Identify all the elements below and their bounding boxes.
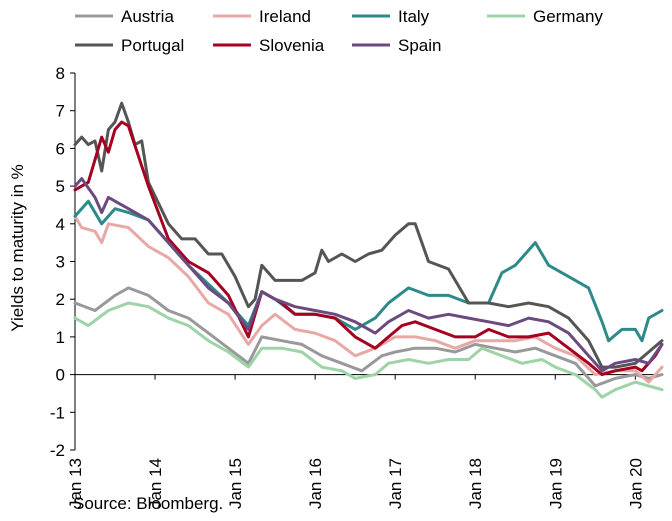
y-tick-label: 7	[56, 102, 65, 121]
series-line-slovenia	[73, 120, 664, 377]
x-tick-label: Jan 18	[466, 458, 485, 509]
y-tick-label: 5	[56, 177, 65, 196]
y-tick-label: 6	[56, 139, 65, 158]
plot-area	[73, 101, 664, 399]
series-line-germany	[73, 301, 664, 399]
legend-label: Austria	[121, 7, 174, 26]
y-axis: -2 -1 0 1 2 3 4 5 6 7 8	[50, 64, 76, 460]
x-tick-label: Jan 15	[226, 458, 245, 509]
series-line-spain	[73, 177, 664, 373]
y-tick-label: 1	[56, 328, 65, 347]
source-note: Source: Bloomberg.	[73, 494, 223, 513]
legend-item-slovenia: Slovenia	[213, 36, 325, 55]
y-tick-label: 3	[56, 253, 65, 272]
series-line-austria	[73, 286, 664, 388]
legend-label: Ireland	[259, 7, 311, 26]
y-tick-label: 4	[56, 215, 65, 234]
series-line-portugal	[73, 101, 664, 369]
y-tick-label: -1	[50, 403, 65, 422]
x-tick-label: Jan 16	[306, 458, 325, 509]
legend: Austria Ireland Italy Germany Portugal Sloven…	[75, 7, 603, 55]
legend-item-italy: Italy	[352, 7, 430, 26]
x-tick-label: Jan 14	[146, 458, 165, 509]
legend-label: Spain	[398, 36, 441, 55]
legend-item-austria: Austria	[75, 7, 174, 26]
y-tick-label: 8	[56, 64, 65, 83]
y-tick-label: 0	[56, 366, 65, 385]
x-tick-label: Jan 19	[546, 458, 565, 509]
x-tick-label: Jan 17	[386, 458, 405, 509]
x-tick-label: Jan 13	[66, 458, 85, 509]
legend-label: Slovenia	[259, 36, 325, 55]
legend-label: Germany	[533, 7, 603, 26]
x-tick-label: Jan 20	[626, 458, 645, 509]
legend-item-ireland: Ireland	[213, 7, 311, 26]
series-line-ireland	[73, 214, 664, 384]
legend-item-germany: Germany	[487, 7, 603, 26]
legend-label: Italy	[398, 7, 430, 26]
x-axis: Jan 13 Jan 14 Jan 15 Jan 16 Jan 17 Jan 18 Jan …	[66, 374, 662, 509]
y-tick-label: 2	[56, 290, 65, 309]
legend-item-spain: Spain	[352, 36, 441, 55]
legend-label: Portugal	[121, 36, 184, 55]
y-axis-title: Yields to maturity in %	[8, 164, 27, 332]
y-tick-label: -2	[50, 441, 65, 460]
legend-item-portugal: Portugal	[75, 36, 184, 55]
